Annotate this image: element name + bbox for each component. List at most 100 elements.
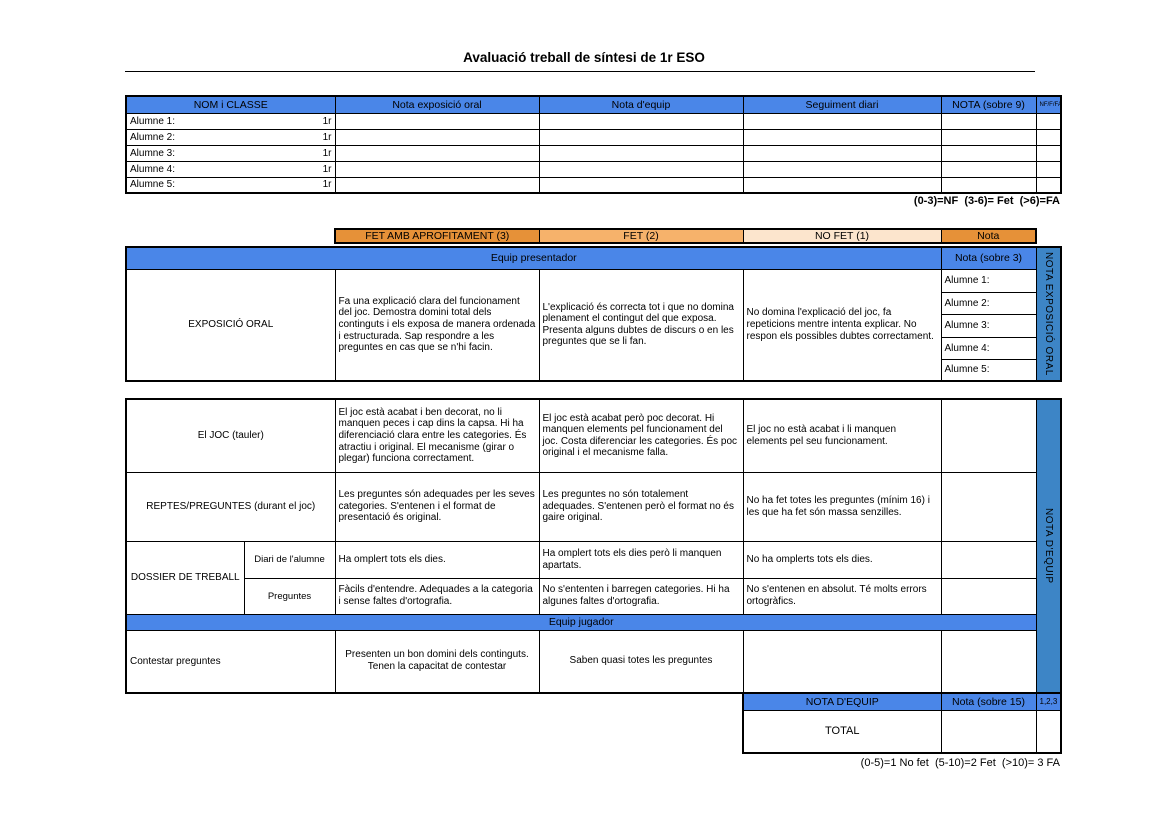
score-cell[interactable]: [940, 629, 1037, 694]
side-label-nota-exposicio-oral: NOTA EXPOSICIÓ ORAL: [1035, 246, 1062, 382]
oral-desc-level2: L'explicació és correcta tot i que no do…: [538, 268, 744, 382]
header-nota-exposicio-oral: Nota exposició oral: [334, 95, 540, 114]
subcriterion-preguntes: Preguntes: [243, 577, 336, 615]
diari-desc-level2: Ha omplert tots els dies però li manquen…: [538, 540, 744, 579]
level-2-header: FET (2): [538, 228, 744, 244]
score-cell[interactable]: [538, 160, 744, 178]
table-row: Alumne 3: 1r: [125, 144, 1062, 162]
total-score-cell[interactable]: [940, 709, 1037, 754]
grading-legend-top: (0-3)=NF (3-6)= Fet (>6)=FA: [913, 195, 1060, 207]
summary-table: NOM i CLASSE Nota exposició oral Nota d'…: [125, 95, 1062, 194]
criterion-exposicio-oral: EXPOSICIÓ ORAL: [125, 268, 336, 382]
header-nf-f-fa: NF/F/FA: [1035, 95, 1062, 114]
student-score-cell[interactable]: Alumne 2:: [940, 291, 1037, 315]
student-score-cell[interactable]: Alumne 1:: [940, 268, 1037, 293]
diari-desc-level1: No ha omplerts tots els dies.: [742, 540, 942, 579]
total-code-cell[interactable]: [1035, 709, 1062, 754]
score-cell[interactable]: [334, 128, 540, 146]
score-cell[interactable]: [1035, 128, 1062, 146]
header-nota-dequip: Nota d'equip: [538, 95, 744, 114]
contestar-desc-level3: Presenten un bon domini dels continguts.…: [334, 629, 540, 694]
preguntes-desc-level2: No s'ententen i barregen categories. Hi …: [538, 577, 744, 615]
preguntes-desc-level1: No s'entenen en absolut. Té molts errors…: [742, 577, 942, 615]
joc-desc-level2: El joc està acabat però poc decorat. Hi …: [538, 398, 744, 473]
criterion-contestar-preguntes: Contestar preguntes: [125, 629, 336, 694]
score-cell[interactable]: [1035, 160, 1062, 178]
student-label: Alumne 3:: [130, 147, 176, 159]
nota-sobre-3-header: Nota (sobre 3): [940, 246, 1037, 270]
score-cell[interactable]: [940, 128, 1037, 146]
score-cell[interactable]: [940, 176, 1037, 194]
score-cell[interactable]: [940, 112, 1037, 130]
level-1-header: NO FET (1): [742, 228, 942, 244]
oral-desc-level3: Fa una explicació clara del funcionament…: [334, 268, 540, 382]
table-row: DOSSIER DE TREBALL Diari de l'alumne Ha …: [125, 540, 1061, 615]
table-row: EXPOSICIÓ ORAL Fa una explicació clara d…: [125, 268, 1061, 382]
student-name-cell[interactable]: Alumne 2: 1r: [125, 128, 336, 146]
student-name-cell[interactable]: Alumne 1: 1r: [125, 112, 336, 130]
reptes-desc-level1: No ha fet totes les preguntes (mínim 16)…: [742, 471, 942, 542]
student-score-cell[interactable]: Alumne 4:: [940, 336, 1037, 360]
score-cell[interactable]: [742, 128, 942, 146]
student-score-cell[interactable]: Alumne 3:: [940, 313, 1037, 338]
student-name-cell[interactable]: Alumne 5: 1r: [125, 176, 336, 194]
levels-header-table: FET AMB APROFITAMENT (3) FET (2) NO FET …: [334, 228, 1037, 244]
score-cell[interactable]: [334, 112, 540, 130]
criterion-dossier-de-treball: DOSSIER DE TREBALL: [125, 540, 245, 615]
score-cell[interactable]: [940, 471, 1037, 542]
reptes-desc-level2: Les preguntes no són totalement adequade…: [538, 471, 744, 542]
student-class: 1r: [322, 163, 332, 175]
table-row: Alumne 2: 1r: [125, 128, 1062, 146]
page-title: Avaluació treball de síntesi de 1r ESO: [463, 50, 705, 65]
score-cell[interactable]: [334, 160, 540, 178]
table-row: Alumne 1: 1r: [125, 112, 1062, 130]
score-cell[interactable]: [940, 577, 1037, 615]
contestar-desc-level2: Saben quasi totes les preguntes: [538, 629, 744, 694]
student-class: 1r: [322, 115, 332, 127]
score-cell[interactable]: [742, 144, 942, 162]
score-cell[interactable]: [940, 144, 1037, 162]
score-cell[interactable]: [334, 176, 540, 194]
student-label: Alumne 2:: [130, 131, 176, 143]
table-row: TOTAL: [742, 709, 1062, 754]
student-score-cell[interactable]: Alumne 5:: [940, 358, 1037, 382]
score-cell[interactable]: [742, 112, 942, 130]
header-seguiment-diari: Seguiment diari: [742, 95, 942, 114]
score-cell[interactable]: [742, 176, 942, 194]
total-label: TOTAL: [742, 709, 942, 754]
joc-desc-level1: El joc no està acabat i li manquen eleme…: [742, 398, 942, 473]
score-cell[interactable]: [1035, 112, 1062, 130]
student-class: 1r: [322, 147, 332, 159]
student-class: 1r: [322, 131, 332, 143]
score-cell[interactable]: [940, 398, 1037, 473]
team-total-table: NOTA D'EQUIP Nota (sobre 15) 1,2,3 TOTAL: [742, 692, 1062, 754]
score-cell[interactable]: [334, 144, 540, 162]
score-cell[interactable]: [538, 112, 744, 130]
title-underline: [125, 71, 1035, 72]
student-name-cell[interactable]: Alumne 4: 1r: [125, 160, 336, 178]
score-cell[interactable]: [940, 540, 1037, 579]
student-name-cell[interactable]: Alumne 3: 1r: [125, 144, 336, 162]
table-row: Contestar preguntes Presenten un bon dom…: [125, 629, 1061, 694]
criterion-el-joc: El JOC (tauler): [125, 398, 336, 473]
grading-legend-bottom: (0-5)=1 No fet (5-10)=2 Fet (>10)= 3 FA: [860, 757, 1060, 769]
table-row: Alumne 4: 1r: [125, 160, 1062, 178]
table-row: REPTES/PREGUNTES (durant el joc) Les pre…: [125, 471, 1061, 542]
score-cell[interactable]: [940, 160, 1037, 178]
score-cell[interactable]: [1035, 144, 1062, 162]
codes-1-2-3: 1,2,3: [1035, 692, 1062, 711]
table-row: Preguntes Fàcils d'entendre. Adequades a…: [126, 577, 1061, 615]
score-cell[interactable]: [538, 144, 744, 162]
score-cell[interactable]: [742, 160, 942, 178]
diari-desc-level3: Ha omplert tots els dies.: [334, 540, 540, 579]
reptes-desc-level3: Les preguntes són adequades per les seve…: [334, 471, 540, 542]
score-cell[interactable]: [538, 128, 744, 146]
side-label-nota-dequip: NOTA D'EQUIP: [1035, 398, 1062, 694]
score-cell[interactable]: [1035, 176, 1062, 194]
score-cell[interactable]: [538, 176, 744, 194]
criterion-reptes-preguntes: REPTES/PREGUNTES (durant el joc): [125, 471, 336, 542]
nota-sobre-15-header: Nota (sobre 15): [940, 692, 1037, 711]
student-label: Alumne 4:: [130, 163, 176, 175]
score-cell[interactable]: [742, 629, 942, 694]
preguntes-desc-level3: Fàcils d'entendre. Adequades a la catego…: [334, 577, 540, 615]
